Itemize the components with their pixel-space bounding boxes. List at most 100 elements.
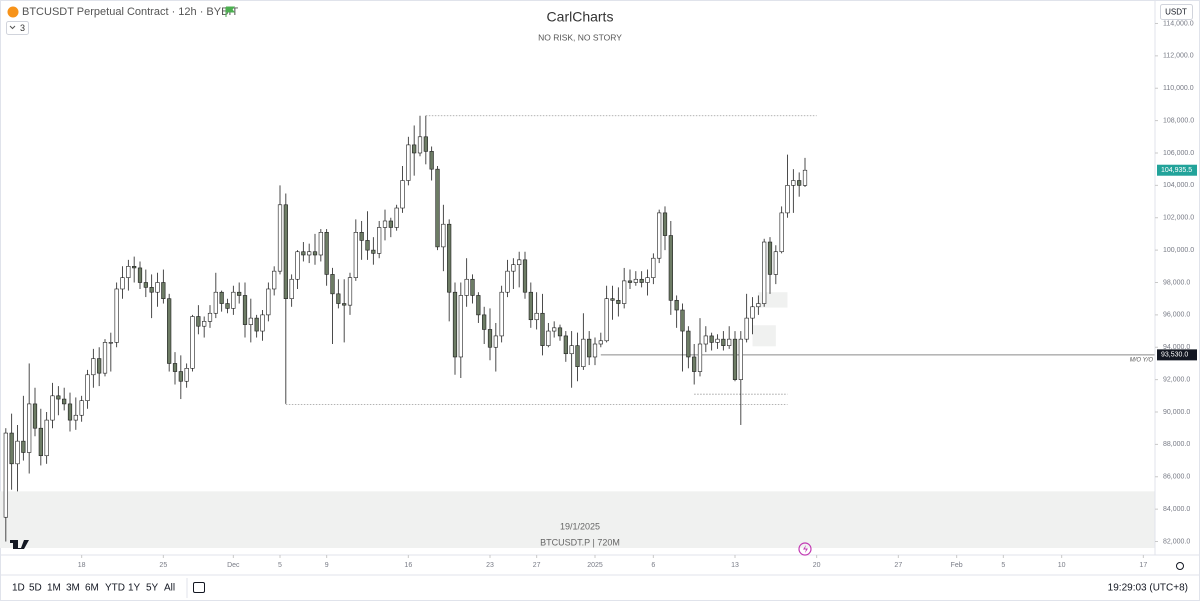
x-tick-label: 25	[159, 562, 167, 569]
candle-body	[184, 368, 189, 382]
x-tick-label: 6	[651, 562, 655, 569]
candle-body	[779, 212, 784, 253]
y-tick-label: 92,000.0	[1163, 376, 1190, 383]
candle-body	[622, 280, 627, 304]
candle-body	[592, 343, 598, 358]
candle-body	[487, 329, 493, 348]
candle-body	[336, 293, 341, 304]
candle-body	[3, 432, 8, 518]
y-tick-label: 112,000.0	[1163, 53, 1194, 60]
candle-body	[756, 303, 761, 308]
calendar-icon[interactable]	[193, 582, 205, 593]
candle-body	[581, 338, 586, 367]
candle-body	[330, 274, 335, 295]
candle-body	[400, 180, 405, 209]
level-name: M/O Y/O	[1130, 357, 1154, 363]
y-tick-label: 108,000.0	[1163, 117, 1194, 124]
candle-body	[662, 212, 668, 236]
candle-body	[202, 321, 207, 327]
x-tick-label: 5	[1001, 562, 1005, 569]
x-tick-label: 23	[486, 562, 494, 569]
range-button[interactable]: 6M	[85, 583, 99, 594]
candle-body	[62, 398, 67, 405]
candle-body	[283, 204, 288, 299]
range-button[interactable]: 5Y	[146, 583, 159, 594]
candle-body	[697, 343, 703, 372]
candle-body	[79, 400, 84, 416]
y-tick-label: 100,000.0	[1163, 247, 1194, 254]
candle-body	[604, 298, 609, 342]
currency: USDT	[1165, 8, 1187, 17]
candle-body	[15, 440, 20, 465]
indicator-count: 3	[20, 23, 25, 33]
clock: 19:29:03 (UTC+8)	[1108, 583, 1188, 594]
candle-body	[482, 314, 487, 330]
candle-body	[423, 136, 428, 152]
candle-body	[452, 291, 458, 358]
candle-body	[762, 241, 767, 304]
candle-body	[785, 185, 790, 214]
candle-body	[289, 278, 294, 299]
candle-body	[132, 266, 137, 269]
chart-title: CarlCharts	[547, 9, 614, 25]
range-button[interactable]: 1M	[47, 583, 61, 594]
x-tick-label: 27	[533, 562, 541, 569]
indicator-toggle[interactable]	[6, 21, 29, 35]
chart-subtitle: NO RISK, NO STORY	[538, 32, 622, 42]
logo	[10, 540, 29, 549]
range-button[interactable]: 3M	[66, 583, 80, 594]
zone	[752, 325, 776, 347]
candle-body	[237, 291, 242, 296]
candle-body	[493, 335, 498, 348]
range-button[interactable]: YTD	[105, 583, 125, 594]
candle-body	[522, 259, 528, 293]
settings-icon[interactable]	[1176, 562, 1184, 570]
candle-body	[190, 316, 195, 369]
candle-body	[802, 169, 808, 186]
x-tick-label: 18	[78, 562, 86, 569]
y-tick-label: 110,000.0	[1163, 85, 1194, 92]
lightning-icon[interactable]	[798, 542, 812, 556]
candle-body	[307, 251, 312, 256]
y-tick-label: 114,000.0	[1163, 20, 1194, 27]
candle-body	[429, 151, 434, 170]
candle-body	[674, 300, 679, 311]
candle-body	[703, 335, 708, 345]
candle-body	[56, 395, 61, 400]
last-price-label: 104,935.5	[1161, 167, 1192, 174]
candle-body	[470, 278, 475, 296]
candle-body	[441, 223, 446, 248]
candle-body	[149, 287, 154, 293]
candle-body	[32, 403, 38, 429]
candle-body	[499, 291, 504, 337]
range-button[interactable]: All	[164, 583, 175, 594]
x-tick-label: 2025	[587, 562, 603, 569]
candle-body	[97, 358, 102, 374]
candle-body	[715, 338, 720, 343]
candle-body	[120, 277, 125, 290]
candle-body	[85, 374, 90, 401]
candle-body	[260, 314, 265, 332]
y-tick-label: 96,000.0	[1163, 312, 1190, 319]
y-tick-label: 84,000.0	[1163, 506, 1190, 513]
candle-body	[126, 266, 131, 278]
candle-body	[744, 317, 749, 340]
candle-body	[767, 241, 773, 275]
range-button[interactable]: 1D	[12, 583, 25, 594]
y-tick-label: 88,000.0	[1163, 441, 1190, 448]
y-tick-label: 106,000.0	[1163, 150, 1194, 157]
range-button[interactable]: 1Y	[128, 583, 141, 594]
candle-body	[272, 270, 277, 290]
candle-body	[27, 403, 32, 453]
range-button[interactable]: 5D	[29, 583, 42, 594]
currency-button[interactable]	[1160, 4, 1193, 20]
candle-body	[598, 340, 603, 345]
candle-body	[773, 251, 778, 275]
candle-body	[738, 338, 743, 380]
candle-body	[324, 232, 329, 275]
candle-body	[102, 342, 108, 374]
candle-body	[692, 356, 697, 372]
candle-body	[610, 298, 615, 301]
candle-body	[575, 345, 580, 367]
